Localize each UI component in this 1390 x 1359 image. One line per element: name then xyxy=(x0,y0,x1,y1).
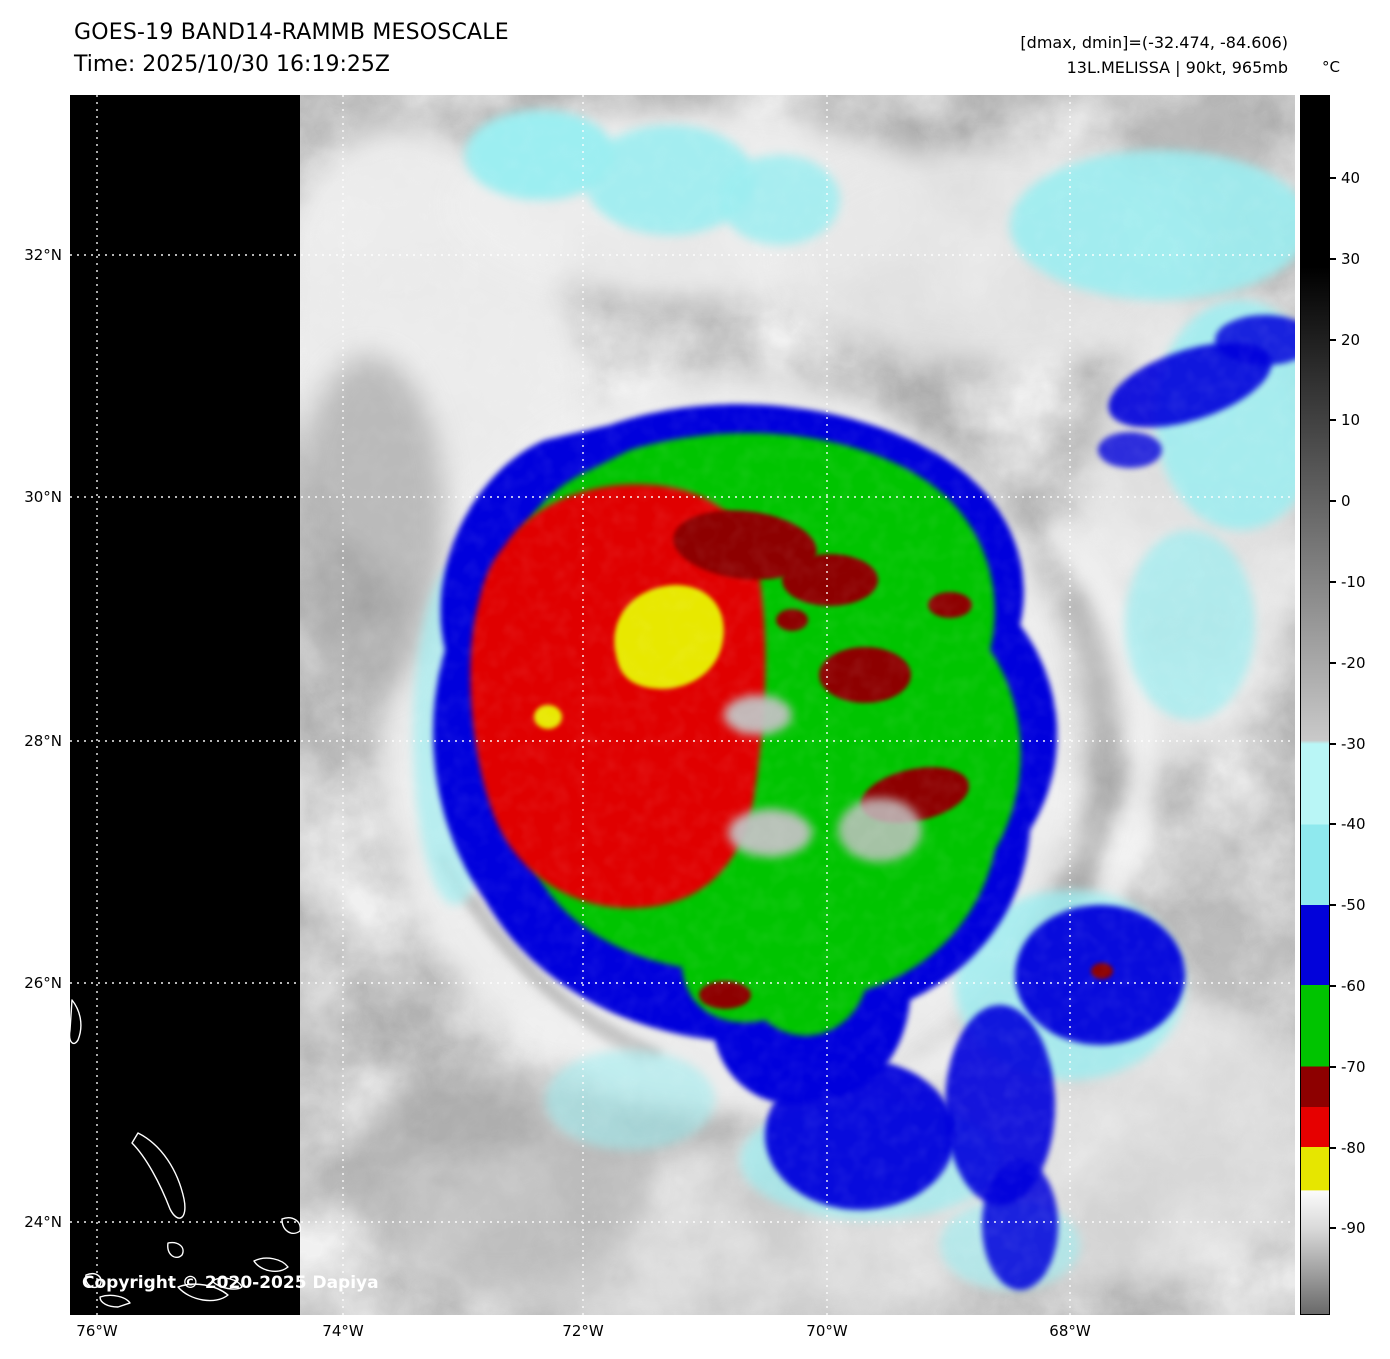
colorbar-label-30: 30 xyxy=(1341,250,1361,268)
colorbar-tick xyxy=(1330,1227,1336,1229)
colorbar-tick xyxy=(1330,581,1336,583)
colorbar-label-neg10: -10 xyxy=(1341,573,1366,591)
colorbar-label-neg60: -60 xyxy=(1341,977,1366,995)
lon-label-76w: 76°W xyxy=(76,1322,118,1340)
colorbar-label-10: 10 xyxy=(1341,411,1361,429)
lon-label-74w: 74°W xyxy=(322,1322,364,1340)
lat-label-28n: 28°N xyxy=(24,732,62,750)
colorbar-label-neg90: -90 xyxy=(1341,1219,1366,1237)
lat-label-32n: 32°N xyxy=(24,246,62,264)
colorbar-label-neg40: -40 xyxy=(1341,815,1366,833)
colorbar-label-neg70: -70 xyxy=(1341,1058,1366,1076)
colorbar-tick xyxy=(1330,743,1336,745)
lon-label-70w: 70°W xyxy=(806,1322,848,1340)
colorbar-tick xyxy=(1330,904,1336,906)
colorbar-label-0: 0 xyxy=(1341,492,1351,510)
colorbar-tick xyxy=(1330,177,1336,179)
colorbar-label-neg30: -30 xyxy=(1341,735,1366,753)
colorbar-unit-label: °C xyxy=(1322,58,1340,76)
copyright: Copyright © 2020-2025 Dapiya xyxy=(82,1273,379,1293)
dmax-dmin-readout: [dmax, dmin]=(-32.474, -84.606) xyxy=(1020,33,1288,52)
page-title: GOES-19 BAND14-RAMMB MESOSCALE xyxy=(74,20,509,45)
lat-label-26n: 26°N xyxy=(24,974,62,992)
lon-label-72w: 72°W xyxy=(562,1322,604,1340)
satellite-image xyxy=(70,95,1295,1315)
coastlines xyxy=(70,999,301,1308)
storm-info: 13L.MELISSA | 90kt, 965mb xyxy=(1066,58,1288,77)
lat-label-24n: 24°N xyxy=(24,1213,62,1231)
colorbar-tick xyxy=(1330,985,1336,987)
gridlines xyxy=(70,95,1295,1315)
colorbar-tick xyxy=(1330,662,1336,664)
colorbar-tick xyxy=(1330,1147,1336,1149)
lon-label-68w: 68°W xyxy=(1049,1322,1091,1340)
colorbar-label-neg50: -50 xyxy=(1341,896,1366,914)
colorbar-tick xyxy=(1330,258,1336,260)
colorbar-label-neg80: -80 xyxy=(1341,1139,1366,1157)
colorbar-tick xyxy=(1330,419,1336,421)
colorbar-label-40: 40 xyxy=(1341,169,1361,187)
satellite-map: Copyright © 2020-2025 Dapiya xyxy=(70,95,1295,1315)
header-annotations: [dmax, dmin]=(-32.474, -84.606) 13L.MELI… xyxy=(1020,30,1288,80)
temperature-colorbar xyxy=(1300,95,1330,1315)
lat-label-30n: 30°N xyxy=(24,488,62,506)
colorbar-tick xyxy=(1330,823,1336,825)
colorbar-tick xyxy=(1330,500,1336,502)
colorbar-tick xyxy=(1330,339,1336,341)
colorbar-label-neg20: -20 xyxy=(1341,654,1366,672)
timestamp: Time: 2025/10/30 16:19:25Z xyxy=(74,52,390,77)
colorbar-tick xyxy=(1330,1066,1336,1068)
colorbar-label-20: 20 xyxy=(1341,331,1361,349)
storm-core-layer xyxy=(300,95,1295,1315)
